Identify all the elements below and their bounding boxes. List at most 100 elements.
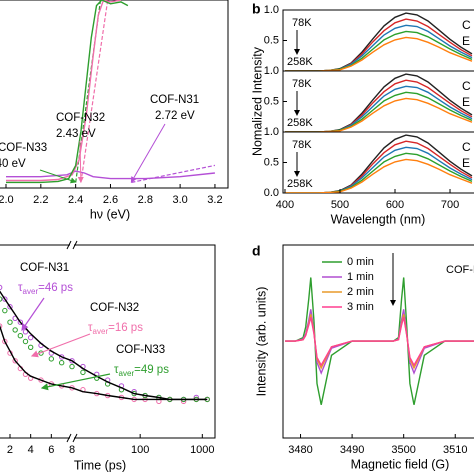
plot-area xyxy=(0,284,210,405)
data-point xyxy=(58,354,65,360)
x-tick-label: 700 xyxy=(441,199,459,211)
x-tick-label: 500 xyxy=(331,199,349,211)
data-line xyxy=(6,0,122,182)
annotation-arrow xyxy=(130,123,166,183)
axis-break-gap xyxy=(70,241,74,249)
x-tick-label: 3500 xyxy=(391,444,415,456)
y-tick-label: 0.0 xyxy=(264,187,279,199)
annotation-arrow xyxy=(40,373,111,391)
tangent-line xyxy=(131,164,216,183)
temp-label: 78K xyxy=(292,17,312,29)
x-tick-label: 100 xyxy=(131,444,149,456)
x-tick-label: 2.0 xyxy=(0,194,14,206)
data-line xyxy=(285,158,473,193)
temp-label: 258K xyxy=(287,117,313,129)
x-tick-label: 2.2 xyxy=(33,194,48,206)
annotation-arrow xyxy=(30,333,91,358)
data-line xyxy=(6,0,129,184)
panel-label: d xyxy=(252,243,261,259)
data-point xyxy=(17,319,24,325)
tau-value: =16 ps xyxy=(108,322,143,334)
panel-label: b xyxy=(252,1,261,17)
plot-area xyxy=(285,277,474,405)
legend-label: 1 min xyxy=(347,271,374,283)
fit-line xyxy=(0,290,208,401)
legend-label: E xyxy=(462,156,470,170)
y-tick-label: 1.0 xyxy=(264,126,279,138)
legend-label: 2 min xyxy=(347,286,374,298)
tau-value: =46 ps xyxy=(38,282,73,294)
temp-label: 258K xyxy=(287,178,313,190)
frame xyxy=(282,244,474,439)
x-tick-label: 1000 xyxy=(190,444,214,456)
x-tick-label: 3.2 xyxy=(207,194,222,206)
y-tick-label: 0.5 xyxy=(264,34,279,46)
x-tick-label: 3480 xyxy=(288,444,312,456)
axis-break xyxy=(72,240,78,250)
x-tick-label: 400 xyxy=(276,199,294,211)
x-tick-label: 2.6 xyxy=(103,194,118,206)
temp-label: 78K xyxy=(292,78,312,90)
annotation-value: 2.40 eV xyxy=(0,158,26,170)
temp-label: 78K xyxy=(292,139,312,151)
annotation-arrow xyxy=(39,169,77,184)
legend-label: E xyxy=(462,95,470,109)
annotation-value: 2.43 eV xyxy=(56,128,96,140)
y-tick-label: 0.5 xyxy=(264,156,279,168)
data-line xyxy=(285,97,473,132)
annotation-tau: τaver=46 ps xyxy=(18,282,73,296)
x-tick-label: 6 xyxy=(48,444,54,456)
annotation-arrow xyxy=(21,297,45,331)
data-point xyxy=(0,284,3,291)
x-tick-label: 3510 xyxy=(443,444,467,456)
annotation-label: COF-N32 xyxy=(56,112,105,124)
data-point xyxy=(7,304,13,310)
plot-area xyxy=(285,134,473,193)
plot-area xyxy=(285,73,473,132)
data-line xyxy=(285,316,474,367)
x-tick-label: 600 xyxy=(386,199,404,211)
annotation-label: COF-N33 xyxy=(0,142,47,154)
fit-line xyxy=(0,324,208,401)
x-tick-label: 4 xyxy=(28,444,34,456)
frame xyxy=(0,244,216,439)
data-point xyxy=(2,338,8,345)
y-tick-label: 1.0 xyxy=(264,4,279,16)
x-tick-label: 8 xyxy=(69,444,75,456)
legend-label: 0 min xyxy=(347,256,374,268)
data-point xyxy=(12,327,18,333)
y-tick-label: 0.5 xyxy=(264,95,279,107)
data-point xyxy=(22,338,29,345)
data-point xyxy=(27,334,34,341)
legend-label: E xyxy=(462,34,470,48)
data-point xyxy=(2,307,8,314)
x-tick-label: 2 xyxy=(7,444,13,456)
data-point xyxy=(27,344,34,350)
tau-symbol: τ xyxy=(18,282,23,294)
data-point xyxy=(7,319,13,325)
x-axis-label: hν (eV) xyxy=(90,207,130,221)
data-point xyxy=(17,333,24,339)
x-tick-label: 3490 xyxy=(340,444,364,456)
annotation-value: 2.72 eV xyxy=(155,110,195,122)
axis-break-gap xyxy=(70,434,74,442)
data-point xyxy=(80,369,86,376)
plot-area xyxy=(6,0,216,184)
annotation-label: COF-N32 xyxy=(90,302,139,314)
legend-label: 3 min xyxy=(347,301,374,313)
tau-subscript: aver xyxy=(93,327,109,336)
data-point xyxy=(12,358,18,364)
temp-label: 258K xyxy=(287,56,313,68)
axis-break xyxy=(66,433,72,443)
data-point xyxy=(48,356,55,362)
data-point xyxy=(69,363,75,370)
x-axis-label: Time (ps) xyxy=(74,458,126,472)
x-tick-label: 3.0 xyxy=(172,194,187,206)
data-point xyxy=(2,296,8,302)
annotation-label: COF-N31 xyxy=(20,262,69,274)
y-axis-label: Intensity (arb. units) xyxy=(254,287,268,397)
tau-symbol: τ xyxy=(114,364,119,376)
axis-break xyxy=(72,433,78,443)
data-point xyxy=(69,358,75,364)
data-point xyxy=(38,377,44,383)
